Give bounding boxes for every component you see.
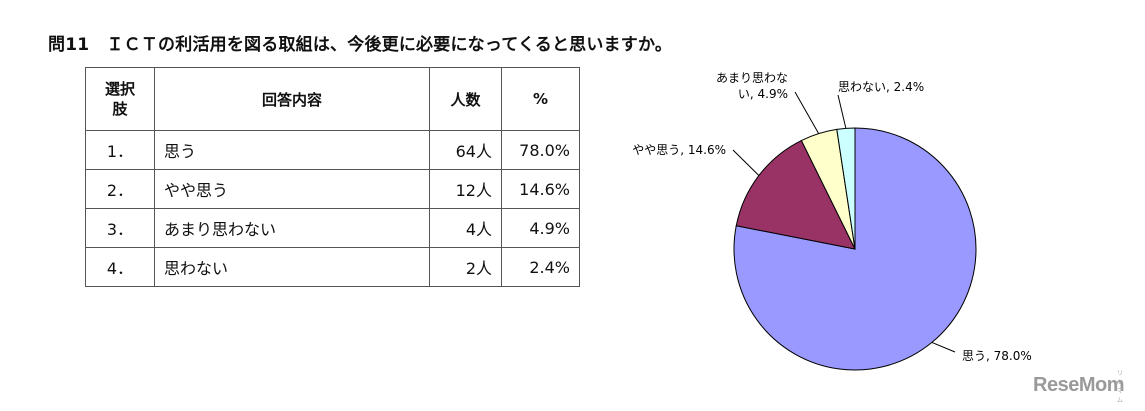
row-choice: 3． (85, 208, 155, 248)
row-count: 4人 (429, 208, 502, 248)
row-content: やや思う (154, 169, 430, 209)
header-percent: % (501, 67, 580, 131)
pie-label-3: あまり思わない, 4.9% (716, 71, 788, 101)
pie-slice-2 (735, 139, 856, 250)
pie-label-4: 思わない, 2.4% (838, 80, 924, 94)
row-percent: 78.0% (501, 130, 580, 170)
leader-line-3 (794, 91, 820, 134)
leader-line-1 (931, 341, 956, 353)
leader-line-2 (732, 149, 760, 176)
row-count: 2人 (429, 247, 502, 287)
row-choice: 1． (85, 130, 155, 170)
table-row: 4． 思わない 2人 2.4% (85, 247, 580, 287)
table-header-row: 選択 肢 回答内容 人数 % (85, 67, 580, 131)
pie-label-2: やや思う, 14.6% (632, 143, 726, 157)
row-content: あまり思わない (154, 208, 430, 248)
leader-line-4 (837, 94, 847, 129)
resemom-logo: ReseMom リセマム (1033, 371, 1124, 404)
row-percent: 4.9% (501, 208, 580, 248)
table-row: 2． やや思う 12人 14.6% (85, 169, 580, 209)
table-row: 1． 思う 64人 78.0% (85, 130, 580, 170)
pie-slice-4 (836, 127, 856, 250)
survey-table: 選択 肢 回答内容 人数 % 1． 思う 64人 78.0% 2． やや思う 1… (85, 67, 580, 287)
row-content: 思わない (154, 247, 430, 287)
row-count: 64人 (429, 130, 502, 170)
header-count: 人数 (429, 67, 502, 131)
row-content: 思う (154, 130, 430, 170)
logo-sub: リセマム (1117, 371, 1123, 404)
table-row: 3． あまり思わない 4人 4.9% (85, 208, 580, 248)
page-title: 問11 ＩＣＴの利活用を図る取組は、今後更に必要になってくると思いますか。 (48, 35, 673, 55)
logo-brand: ReseMom (1033, 374, 1124, 396)
row-choice: 4． (85, 247, 155, 287)
row-percent: 2.4% (501, 247, 580, 287)
header-choice: 選択 肢 (85, 67, 155, 131)
pie-label-1: 思う, 78.0% (962, 349, 1032, 363)
